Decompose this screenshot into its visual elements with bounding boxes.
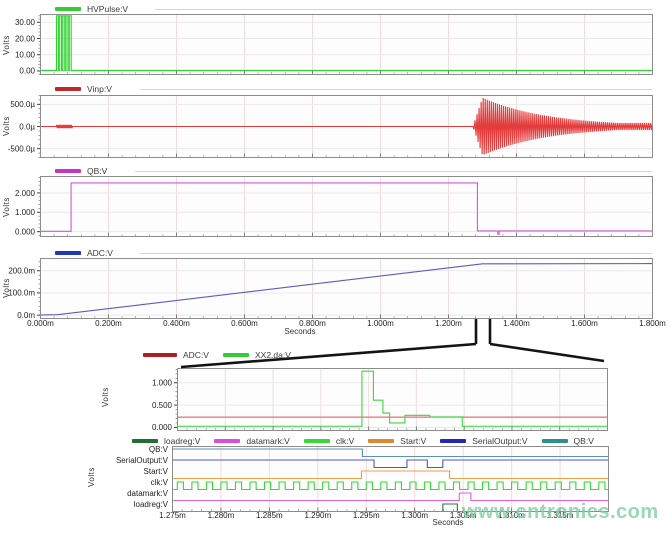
legend-vinp: Vinp:V <box>55 84 112 94</box>
vinp-swatch <box>55 87 81 91</box>
start-legend-label[interactable]: Start:V <box>400 436 427 446</box>
svg-text:0.400m: 0.400m <box>163 319 190 328</box>
inset-xx2-legend-label[interactable]: XX2.da:V <box>254 350 291 360</box>
datamark-legend-label[interactable]: datamark:V <box>246 436 290 446</box>
x-axis-unit: Seconds <box>432 518 464 527</box>
legend-hvpulse: HVPulse:V <box>55 4 128 14</box>
svg-text:30.00: 30.00 <box>15 18 36 27</box>
watermark: www.cntronics.com <box>462 501 659 523</box>
qb-legend-label[interactable]: QB:V <box>87 166 108 176</box>
adc-swatch <box>55 251 81 255</box>
svg-text:10.00: 10.00 <box>15 51 36 60</box>
svg-text:0.200m: 0.200m <box>95 319 122 328</box>
qb2-swatch <box>541 439 568 443</box>
svg-text:1.315m: 1.315m <box>547 511 574 520</box>
svg-text:2.000: 2.000 <box>15 189 36 198</box>
svg-text:0.0m: 0.0m <box>17 311 35 320</box>
legend-rule <box>140 89 652 90</box>
svg-text:1.310m: 1.310m <box>498 511 525 520</box>
svg-text:20.00: 20.00 <box>15 34 36 43</box>
svg-text:1.000m: 1.000m <box>367 319 394 328</box>
y-axis-unit: Volts <box>87 467 96 487</box>
svg-text:0.000m: 0.000m <box>27 319 54 328</box>
svg-text:0.500: 0.500 <box>152 401 173 410</box>
loadreg-swatch <box>132 439 158 443</box>
y-axis-unit: Volts <box>2 278 11 298</box>
inset-adc-swatch <box>143 353 177 357</box>
y-axis-unit: Volts <box>101 387 110 408</box>
svg-text:200.0m: 200.0m <box>8 267 35 276</box>
vinp-plot[interactable]: -500.0µ 0.0µ 500.0µ <box>0 95 670 159</box>
svg-text:1.000: 1.000 <box>152 379 173 388</box>
row-label-clk: clk:V <box>150 478 168 487</box>
y-axis-unit: Volts <box>2 116 11 136</box>
legend-rule <box>135 171 652 172</box>
row-label-qb: QB:V <box>148 445 168 454</box>
hvpulse-plot[interactable]: 0.00 10.00 20.00 30.00 <box>0 14 670 76</box>
svg-text:1.290m: 1.290m <box>304 511 331 520</box>
svg-text:1.285m: 1.285m <box>256 511 283 520</box>
y-axis-unit: Volts <box>2 197 11 217</box>
svg-text:1.305m: 1.305m <box>450 511 477 520</box>
loadreg-legend-label[interactable]: loadreg:V <box>164 436 201 446</box>
svg-text:1.280m: 1.280m <box>208 511 235 520</box>
clk-legend-label[interactable]: clk:V <box>335 436 355 446</box>
svg-text:0.000: 0.000 <box>15 227 36 236</box>
legend-adc: ADC:V <box>55 248 113 258</box>
row-label-datamark: datamark:V <box>127 489 168 498</box>
row-label-loadreg: loadreg:V <box>133 500 168 509</box>
svg-text:1.275m: 1.275m <box>159 511 186 520</box>
datamark-swatch <box>214 439 241 443</box>
legend-rule <box>140 253 652 254</box>
qb-plot[interactable]: 0.000 1.000 2.000 <box>0 176 670 238</box>
logic-timing-plot[interactable]: 1.275m 1.280m 1.285m 1.290m 1.295m 1.300m 1.30… <box>0 446 670 537</box>
clk-swatch <box>303 439 330 443</box>
adc-legend-label[interactable]: ADC:V <box>87 248 113 258</box>
x-axis-unit: Seconds <box>284 327 316 336</box>
svg-text:0.600m: 0.600m <box>231 319 258 328</box>
legend-logic: loadreg:V datamark:V clk:V Start:V Seria… <box>132 436 594 446</box>
inset-xx2-swatch <box>222 353 249 357</box>
legend-qb: QB:V <box>55 166 107 176</box>
svg-text:0.0µ: 0.0µ <box>19 122 35 131</box>
svg-text:1.000: 1.000 <box>15 208 36 217</box>
svg-text:1.300m: 1.300m <box>401 511 428 520</box>
y-axis-unit: Volts <box>2 35 11 55</box>
hvpulse-swatch <box>55 7 81 11</box>
serialoutput-swatch <box>440 439 467 443</box>
qb2-legend-label[interactable]: QB:V <box>573 436 594 446</box>
svg-text:0.000: 0.000 <box>152 423 173 432</box>
adc-zoom-inset-plot[interactable]: 0.000 0.500 1.000 <box>0 364 670 432</box>
serialoutput-legend-label[interactable]: SerialOutput:V <box>472 436 528 446</box>
svg-text:500.0µ: 500.0µ <box>10 100 35 109</box>
row-label-start: Start:V <box>143 467 168 476</box>
svg-text:0.00: 0.00 <box>19 67 35 76</box>
svg-text:1.400m: 1.400m <box>503 319 530 328</box>
start-swatch <box>368 439 395 443</box>
svg-text:1.295m: 1.295m <box>353 511 380 520</box>
svg-text:1.600m: 1.600m <box>571 319 598 328</box>
row-label-serialoutput: SerialOutput:V <box>115 456 168 465</box>
svg-text:100.0m: 100.0m <box>8 289 35 298</box>
svg-text:1.800m: 1.800m <box>639 319 666 328</box>
adc-plot[interactable]: 0.0m 100.0m 200.0m 0.000m 0.200m 0.400m 0.600m… <box>0 258 670 338</box>
legend-inset: ADC:V XX2.da:V <box>143 350 291 360</box>
hvpulse-legend-label[interactable]: HVPulse:V <box>87 4 129 14</box>
qb-swatch <box>55 169 81 173</box>
svg-text:1.200m: 1.200m <box>435 319 462 328</box>
legend-rule <box>155 9 652 10</box>
svg-text:-500.0µ: -500.0µ <box>8 144 36 153</box>
inset-adc-legend-label[interactable]: ADC:V <box>183 350 209 360</box>
svg-text:0.800m: 0.800m <box>299 319 326 328</box>
vinp-legend-label[interactable]: Vinp:V <box>87 84 112 94</box>
